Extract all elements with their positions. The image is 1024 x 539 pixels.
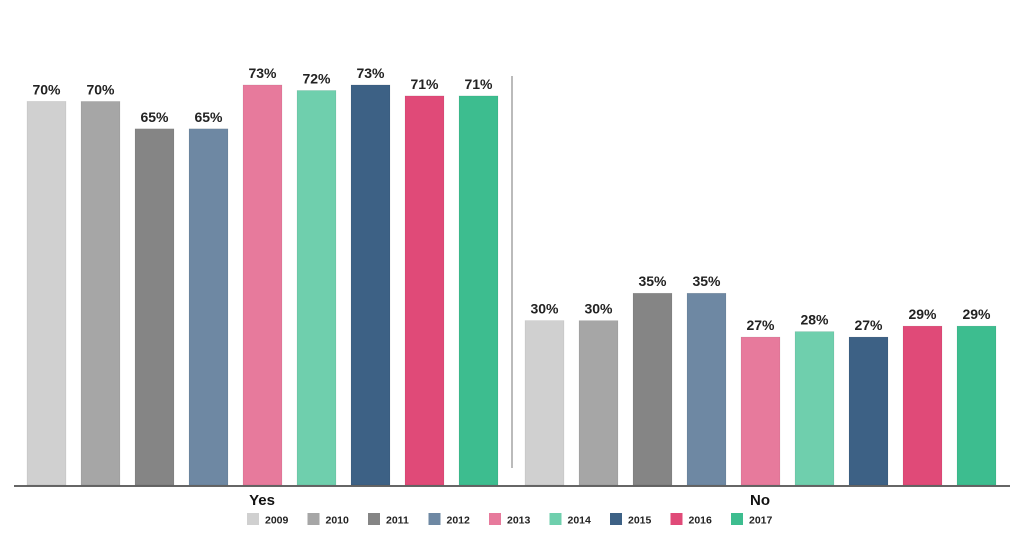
legend-label-2012: 2012: [447, 515, 471, 527]
legend-item-2014: 2014: [549, 513, 592, 527]
legend-label-2010: 2010: [326, 515, 350, 527]
legend-label-2013: 2013: [507, 515, 531, 527]
legend-item-2010: 2010: [307, 513, 350, 527]
value-label-no-2015: 27%: [854, 317, 883, 333]
legend-item-2013: 2013: [489, 513, 531, 527]
legend-item-2009: 2009: [247, 513, 289, 527]
legend: 2009 2010 2011 2012 2013 2014 2015 2016 2017: [247, 513, 773, 527]
value-label-no-2013: 27%: [746, 317, 775, 333]
bar-yes-2017: [458, 95, 499, 486]
value-label-yes-2013: 73%: [248, 65, 277, 81]
value-label-yes-2015: 73%: [356, 65, 385, 81]
bar-no-2011: [632, 292, 673, 486]
legend-item-2016: 2016: [670, 513, 713, 527]
category-label-no: No: [750, 492, 770, 509]
value-label-no-2010: 30%: [584, 301, 613, 317]
legend-label-2016: 2016: [689, 515, 713, 527]
legend-label-2009: 2009: [265, 515, 289, 527]
legend-label-2017: 2017: [749, 515, 773, 527]
legend-swatch-2012: [428, 513, 441, 525]
bar-no-2016: [902, 325, 943, 486]
bars-group: [26, 84, 997, 486]
legend-swatch-2009: [247, 513, 259, 525]
bar-no-2012: [686, 292, 727, 486]
bar-no-2010: [578, 320, 619, 486]
value-label-yes-2009: 70%: [32, 81, 61, 97]
value-label-yes-2010: 70%: [86, 81, 115, 97]
bar-no-2017: [956, 325, 997, 486]
value-label-no-2016: 29%: [908, 306, 937, 322]
value-label-no-2011: 35%: [638, 273, 667, 289]
value-label-yes-2014: 72%: [302, 70, 331, 86]
legend-item-2017: 2017: [731, 513, 773, 527]
value-label-yes-2017: 71%: [464, 76, 493, 92]
legend-swatch-2016: [670, 513, 683, 525]
bar-yes-2011: [134, 128, 175, 486]
value-label-no-2014: 28%: [800, 312, 829, 328]
bar-no-2015: [848, 336, 889, 486]
bar-no-2014: [794, 331, 835, 486]
value-label-yes-2016: 71%: [410, 76, 439, 92]
value-label-no-2009: 30%: [530, 301, 559, 317]
bar-yes-2013: [242, 84, 283, 486]
value-label-yes-2011: 65%: [140, 109, 169, 125]
legend-swatch-2017: [731, 513, 743, 525]
legend-swatch-2011: [368, 513, 380, 525]
bar-yes-2012: [188, 128, 229, 486]
bar-yes-2014: [296, 90, 337, 486]
legend-label-2015: 2015: [628, 515, 652, 527]
legend-swatch-2013: [489, 513, 501, 525]
value-labels-group: 70% 70% 65% 65% 73% 72% 73% 71% 71% 30% 30% 35% 35% 2…: [32, 65, 991, 333]
legend-swatch-2015: [610, 513, 622, 525]
bar-no-2013: [740, 336, 781, 486]
category-label-yes: Yes: [249, 492, 275, 509]
category-labels-group: Yes No: [249, 492, 770, 509]
value-label-no-2012: 35%: [692, 273, 721, 289]
legend-item-2011: 2011: [368, 513, 409, 527]
legend-label-2011: 2011: [386, 515, 409, 527]
legend-item-2012: 2012: [428, 513, 471, 527]
bar-yes-2015: [350, 84, 391, 486]
bar-yes-2010: [80, 101, 121, 486]
legend-swatch-2010: [307, 513, 320, 525]
legend-label-2014: 2014: [568, 515, 592, 527]
value-label-no-2017: 29%: [962, 306, 991, 322]
legend-item-2015: 2015: [610, 513, 652, 527]
bar-yes-2016: [404, 95, 445, 486]
value-label-yes-2012: 65%: [194, 109, 223, 125]
bar-no-2009: [524, 320, 565, 486]
bar-yes-2009: [26, 101, 67, 486]
legend-swatch-2014: [549, 513, 562, 525]
